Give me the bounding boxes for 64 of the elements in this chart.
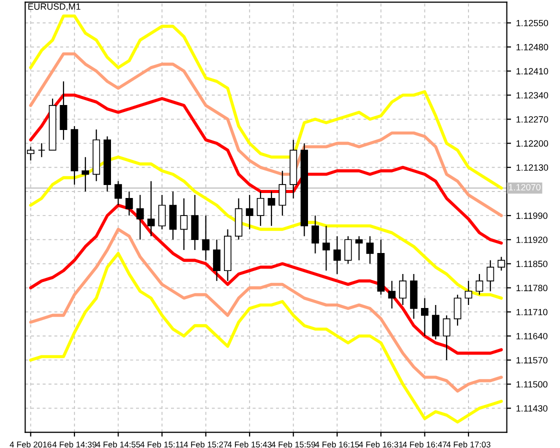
line-series: [29, 156, 503, 300]
y-tick-label: 1.12550: [516, 20, 548, 26]
x-tick-label: 4 Feb 15:59: [271, 441, 316, 448]
candlestick: [268, 190, 276, 226]
chart-title: EURUSD,M1: [28, 3, 80, 11]
candlestick: [147, 180, 155, 237]
candlestick: [278, 170, 286, 216]
x-tick-label: 4 Feb 15:27: [184, 441, 228, 448]
line-series: [29, 228, 503, 393]
candlestick: [136, 194, 144, 240]
y-tick-label: 1.11920: [516, 236, 548, 244]
x-tick-label: 4 Feb 14:39: [52, 441, 96, 448]
candlestick: [399, 273, 407, 306]
candlestick: [322, 225, 330, 272]
y-tick-label: 1.11990: [516, 212, 548, 219]
candlestick: [464, 280, 472, 306]
y-tick-label: 1.11710: [516, 308, 548, 316]
candlestick: [246, 194, 254, 230]
y-tick-label: 1.11850: [516, 260, 548, 268]
candlestick: [333, 236, 341, 275]
candlestick: [82, 156, 90, 192]
x-tick-label: 4 Feb 16:15: [315, 441, 360, 448]
y-tick-label: 1.12130: [516, 164, 548, 171]
y-tick-label: 1.12340: [516, 92, 548, 98]
candlestick: [388, 280, 396, 310]
candlestick: [476, 273, 484, 296]
candlestick: [366, 236, 374, 264]
y-tick-label: 1.12270: [516, 116, 548, 123]
x-tick-label: 4 Feb 16:47: [402, 441, 447, 448]
candlestick: [486, 260, 494, 292]
y-tick-label: 1.12410: [516, 68, 548, 74]
x-tick-label: 4 Feb 15:11: [140, 441, 184, 448]
candlestick: [355, 236, 363, 261]
ref-line-label: 1.12070: [508, 184, 541, 190]
y-tick-label: 1.11780: [516, 284, 548, 292]
line-series: [29, 14, 503, 190]
candlestick: [213, 239, 220, 282]
candlestick: [256, 190, 264, 226]
y-tick-label: 1.12200: [516, 140, 548, 147]
line-series: [29, 252, 503, 424]
candlestick: [202, 215, 210, 261]
x-tick-label: 4 Feb 16:31: [358, 441, 403, 448]
line-series: [29, 52, 503, 218]
y-tick-label: 1.11640: [516, 332, 548, 340]
candlestick: [454, 294, 462, 326]
candlestick: [312, 215, 319, 254]
candlestick: [442, 314, 450, 361]
candlestick: [38, 142, 46, 158]
candlestick: [432, 304, 440, 340]
x-tick-label: 4 Feb 2016: [10, 441, 52, 448]
candlestick: [114, 180, 122, 206]
x-tick-label: 4 Feb 14:55: [96, 441, 140, 448]
candlestick: [125, 190, 133, 216]
x-tick-label: 4 Feb 15:43: [228, 441, 272, 448]
line-series: [29, 94, 503, 245]
candlestick: [344, 236, 352, 264]
y-tick-label: 1.11430: [516, 405, 548, 412]
candlestick: [180, 198, 188, 251]
y-tick-label: 1.11500: [516, 381, 548, 388]
y-tick-label: 1.12480: [516, 44, 548, 50]
candlestick: [421, 298, 428, 337]
candlestick: [158, 194, 166, 230]
x-tick-label: 4 Feb 17:03: [446, 441, 490, 448]
y-tick-label: 1.11570: [516, 357, 548, 364]
